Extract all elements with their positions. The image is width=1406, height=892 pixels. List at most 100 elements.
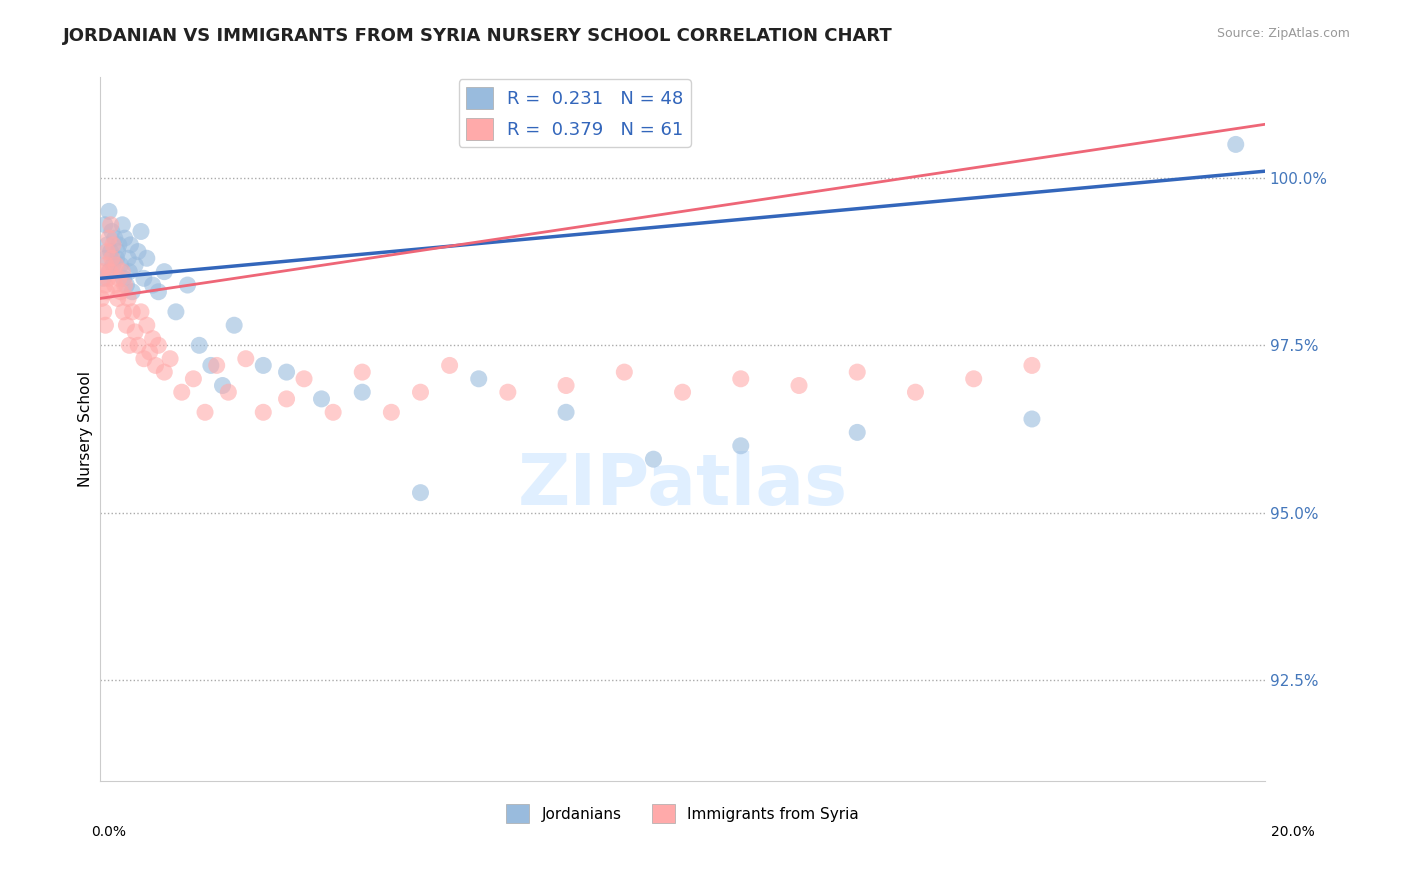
Point (322, 405, 344, 419)
Point (252, 359, 274, 373)
Point (117, 252, 139, 266)
Point (148, 338, 170, 352)
Point (170, 385, 193, 400)
Point (112, 305, 135, 319)
Point (217, 385, 239, 400)
Point (107, 244, 129, 259)
Point (115, 278, 138, 293)
Point (352, 365, 374, 379)
Text: ZIPatlas: ZIPatlas (517, 450, 848, 520)
Point (963, 372, 986, 386)
Point (352, 385, 374, 400)
Point (276, 365, 298, 379)
Point (114, 231, 136, 245)
Point (96, 244, 118, 259)
Point (129, 305, 152, 319)
Point (142, 278, 165, 293)
Point (671, 385, 693, 400)
Point (111, 265, 134, 279)
Point (111, 218, 134, 232)
Point (93, 305, 115, 319)
Point (97, 231, 120, 245)
Point (730, 372, 752, 386)
Point (127, 244, 149, 259)
Point (98, 265, 121, 279)
Point (115, 318, 138, 333)
Point (101, 238, 124, 252)
Point (94, 258, 117, 272)
Point (104, 258, 127, 272)
Point (101, 258, 124, 272)
Point (117, 292, 139, 306)
Point (292, 372, 315, 386)
Point (107, 292, 129, 306)
Point (904, 385, 927, 400)
Point (135, 318, 157, 333)
Text: JORDANIAN VS IMMIGRANTS FROM SYRIA NURSERY SCHOOL CORRELATION CHART: JORDANIAN VS IMMIGRANTS FROM SYRIA NURSE… (63, 27, 893, 45)
Point (1021, 359, 1043, 373)
Legend: Jordanians, Immigrants from Syria: Jordanians, Immigrants from Syria (501, 798, 865, 830)
Point (114, 278, 136, 293)
Point (110, 258, 132, 272)
Point (104, 231, 127, 245)
Point (153, 265, 176, 279)
Y-axis label: Nursery School: Nursery School (79, 371, 93, 487)
Point (787, 378, 810, 392)
Point (409, 485, 432, 500)
Point (439, 359, 461, 373)
Point (94, 218, 117, 232)
Point (211, 378, 233, 392)
Point (94, 252, 117, 266)
Point (205, 359, 228, 373)
Point (165, 305, 187, 319)
Point (129, 224, 152, 238)
Point (97, 265, 120, 279)
Point (138, 345, 160, 359)
Point (235, 351, 257, 366)
Point (176, 278, 198, 293)
Point (194, 405, 217, 419)
Point (145, 359, 167, 373)
Point (188, 338, 211, 352)
Point (108, 238, 131, 252)
Point (613, 365, 636, 379)
Point (148, 285, 170, 299)
Point (121, 285, 143, 299)
Point (1021, 412, 1043, 426)
Point (124, 258, 146, 272)
Point (311, 392, 333, 406)
Point (127, 338, 149, 352)
Point (135, 252, 157, 266)
Point (555, 378, 578, 392)
Point (224, 318, 246, 333)
Point (112, 271, 135, 285)
Text: Source: ZipAtlas.com: Source: ZipAtlas.com (1216, 27, 1350, 40)
Point (124, 325, 146, 339)
Text: 0.0%: 0.0% (91, 825, 127, 839)
Point (200, 359, 222, 373)
Point (104, 278, 127, 293)
Point (276, 392, 298, 406)
Point (846, 365, 869, 379)
Point (183, 372, 205, 386)
Point (142, 332, 165, 346)
Point (100, 244, 122, 259)
Point (105, 252, 128, 266)
Point (118, 338, 141, 352)
Point (101, 252, 124, 266)
Point (110, 285, 132, 299)
Point (96, 238, 118, 252)
Point (846, 425, 869, 440)
Point (118, 265, 141, 279)
Point (91, 271, 114, 285)
Point (120, 238, 142, 252)
Point (101, 224, 124, 238)
Point (96, 285, 118, 299)
Point (91, 265, 114, 279)
Point (252, 405, 274, 419)
Point (730, 439, 752, 453)
Point (132, 271, 155, 285)
Point (643, 452, 665, 467)
Point (409, 385, 432, 400)
Point (121, 305, 143, 319)
